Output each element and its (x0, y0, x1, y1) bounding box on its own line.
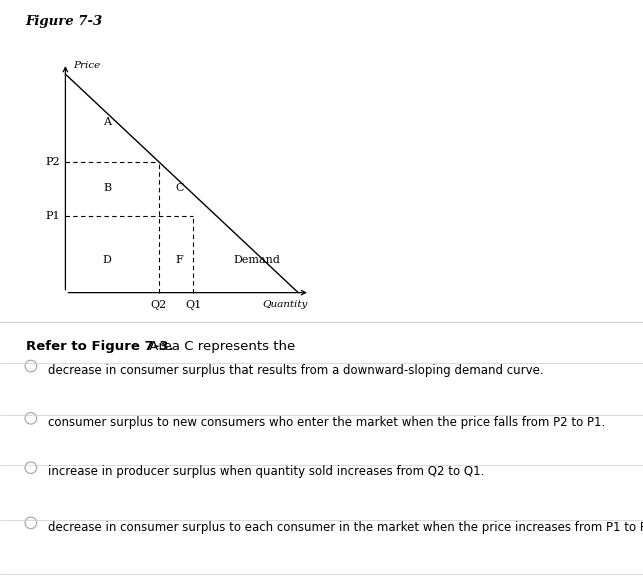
Text: Q1: Q1 (185, 300, 201, 310)
Text: consumer surplus to new consumers who enter the market when the price falls from: consumer surplus to new consumers who en… (48, 416, 606, 429)
Text: Q2: Q2 (150, 300, 167, 310)
Text: Figure 7-3: Figure 7-3 (26, 15, 103, 27)
Text: P2: P2 (45, 156, 60, 167)
Text: C: C (176, 183, 184, 193)
Text: Refer to Figure 7-3.: Refer to Figure 7-3. (26, 340, 174, 353)
Text: increase in producer surplus when quantity sold increases from Q2 to Q1.: increase in producer surplus when quanti… (48, 465, 485, 478)
Text: Price: Price (73, 61, 101, 70)
Text: D: D (103, 255, 112, 265)
Text: decrease in consumer surplus to each consumer in the market when the price incre: decrease in consumer surplus to each con… (48, 521, 643, 533)
Text: Quantity: Quantity (262, 300, 307, 309)
Text: A: A (104, 117, 111, 127)
Text: B: B (104, 183, 111, 193)
Text: Demand: Demand (233, 255, 280, 265)
Text: decrease in consumer surplus that results from a downward-sloping demand curve.: decrease in consumer surplus that result… (48, 364, 544, 376)
Text: P1: P1 (45, 211, 60, 221)
Text: F: F (176, 255, 183, 265)
Text: Area C represents the: Area C represents the (145, 340, 295, 353)
